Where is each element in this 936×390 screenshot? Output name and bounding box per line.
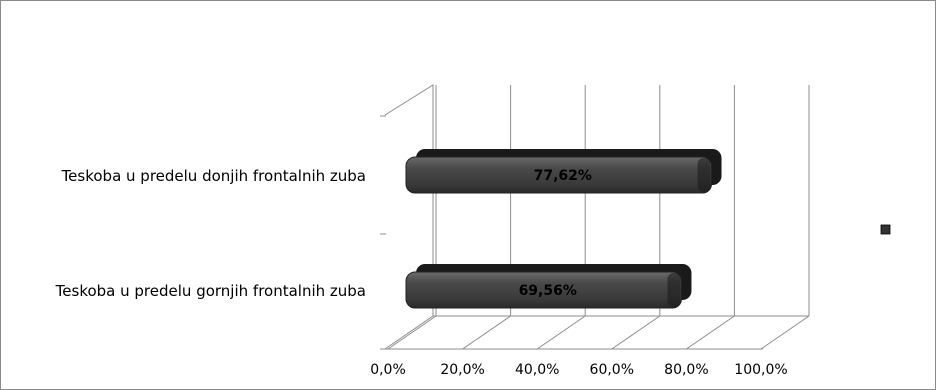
x-tick-label: 80,0% bbox=[664, 362, 708, 378]
data-label: 69,56% bbox=[519, 283, 577, 299]
gridline-floor bbox=[686, 315, 735, 350]
x-tick-label: 100,0% bbox=[734, 362, 787, 378]
gridline-floor bbox=[462, 315, 511, 350]
category-labels: Teskoba u predelu donjih frontalnih zuba… bbox=[55, 167, 366, 300]
chart-walls bbox=[380, 84, 809, 350]
x-tick-label: 20,0% bbox=[440, 362, 484, 378]
category-label: Teskoba u predelu donjih frontalnih zuba bbox=[61, 167, 366, 185]
x-tick-label: 40,0% bbox=[515, 362, 559, 378]
category-label: Teskoba u predelu gornjih frontalnih zub… bbox=[55, 282, 366, 300]
left-wall bbox=[384, 84, 434, 350]
data-label: 77,62% bbox=[534, 168, 592, 184]
x-tick-label: 60,0% bbox=[590, 362, 634, 378]
bar bbox=[405, 271, 682, 309]
bar-end-cap bbox=[697, 158, 711, 192]
gridlines bbox=[387, 85, 810, 350]
x-tick-label: 0,0% bbox=[370, 362, 406, 378]
bar-end-cap bbox=[667, 273, 681, 307]
gridline-floor bbox=[611, 315, 661, 350]
legend-swatch bbox=[880, 224, 891, 235]
bars: 77,62% 69,56% bbox=[405, 149, 722, 309]
legend bbox=[880, 224, 891, 235]
gridline-floor bbox=[387, 315, 437, 350]
gridline-floor bbox=[536, 315, 586, 350]
bar bbox=[405, 156, 713, 194]
x-axis-ticks: 0,0% 20,0% 40,0% 60,0% 80,0% 100,0% bbox=[370, 362, 787, 378]
gridline-floor bbox=[760, 315, 810, 350]
